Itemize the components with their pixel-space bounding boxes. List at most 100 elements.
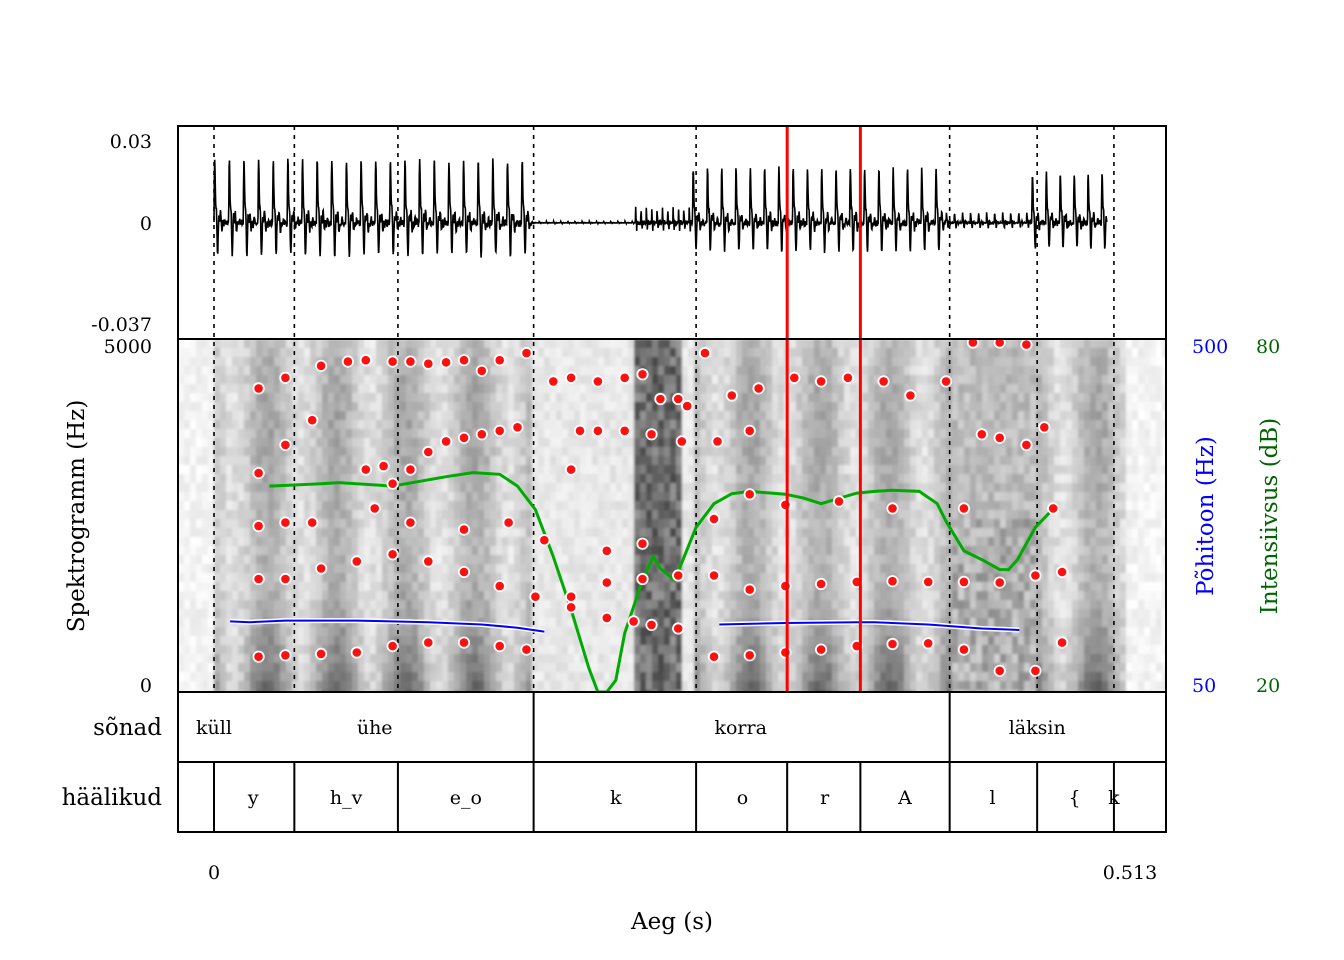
- formant-point: [1056, 565, 1069, 579]
- word-label[interactable]: läksin: [1009, 717, 1066, 739]
- intensity-ymax-label: 80: [1256, 336, 1280, 358]
- intensity-line: [269, 471, 1058, 692]
- formant-point: [547, 375, 560, 388]
- formant-point: [404, 355, 417, 368]
- formant-point: [788, 371, 801, 384]
- formant-point: [279, 438, 292, 451]
- phone-label[interactable]: y: [247, 787, 259, 809]
- formant-point: [457, 523, 471, 536]
- formant-point: [1020, 339, 1033, 351]
- spectrogram-image: [178, 339, 1166, 692]
- formant-point: [359, 354, 372, 367]
- formant-point: [645, 618, 658, 632]
- formant-point: [520, 346, 533, 360]
- formant-point: [306, 516, 319, 529]
- formant-point: [886, 575, 899, 588]
- formant-point: [814, 643, 828, 656]
- word-label[interactable]: küll: [196, 717, 232, 739]
- formant-point: [814, 375, 828, 388]
- formant-point: [493, 639, 506, 653]
- formant-point: [314, 359, 328, 372]
- formant-point: [966, 339, 979, 349]
- formant-point: [600, 544, 613, 557]
- tier-phones-frame: [177, 761, 1167, 833]
- formant-point: [636, 572, 649, 586]
- formant-point: [922, 637, 935, 650]
- formant-point: [779, 646, 792, 659]
- formant-point: [957, 575, 971, 589]
- formant-point: [422, 636, 435, 649]
- formant-point: [1029, 664, 1042, 677]
- formant-point: [743, 424, 756, 437]
- formant-point: [993, 664, 1006, 677]
- formant-point: [439, 435, 453, 448]
- formant-point: [814, 577, 828, 591]
- formant-point: [672, 392, 685, 406]
- phone-label[interactable]: l: [989, 787, 995, 809]
- pitch-line-0: [230, 619, 545, 633]
- formant-point: [707, 650, 721, 663]
- formant-point: [350, 646, 363, 659]
- formant-point: [377, 459, 390, 473]
- formant-point: [618, 371, 631, 384]
- formant-point: [252, 382, 265, 395]
- phone-label[interactable]: h_v: [330, 787, 363, 809]
- waveform-yzero-label: 0: [140, 213, 152, 235]
- spectrogram-ymax-label: 5000: [104, 336, 152, 358]
- formant-point: [341, 355, 354, 368]
- phone-label[interactable]: A: [897, 787, 912, 809]
- formant-point: [618, 424, 631, 437]
- spectrogram-ymin-label: 0: [140, 675, 152, 697]
- formant-point: [1029, 569, 1042, 582]
- phone-label[interactable]: k: [1108, 787, 1120, 809]
- formant-point: [675, 435, 688, 448]
- formant-point: [279, 516, 292, 529]
- formant-point: [654, 392, 667, 406]
- formant-point: [529, 590, 542, 603]
- intensity-ymin-label: 20: [1256, 675, 1280, 697]
- formant-point: [252, 650, 265, 663]
- formant-point: [564, 371, 578, 384]
- formant-point: [252, 519, 265, 533]
- formant-point: [457, 431, 471, 444]
- time-axis-label: Aeg (s): [630, 909, 713, 935]
- formant-point: [475, 428, 488, 441]
- formant-point: [975, 428, 988, 441]
- formant-point: [591, 375, 605, 388]
- formant-point: [841, 371, 855, 384]
- formant-point: [538, 534, 551, 547]
- pitch-ymax-label: 500: [1192, 336, 1228, 358]
- formant-point: [1020, 438, 1033, 451]
- formant-point: [368, 502, 381, 515]
- phone-label[interactable]: k: [610, 787, 622, 809]
- phone-label[interactable]: {: [1069, 787, 1081, 809]
- spectrogram-ylabel: Spektrogramm (Hz): [64, 400, 90, 633]
- formant-point: [832, 495, 846, 508]
- phone-label[interactable]: o: [737, 787, 748, 809]
- formant-point: [279, 371, 292, 384]
- formant-point: [939, 375, 953, 388]
- word-label[interactable]: ühe: [357, 717, 393, 739]
- formant-point: [1056, 636, 1069, 649]
- formant-point: [404, 516, 417, 529]
- formant-point: [600, 576, 613, 589]
- formant-point: [752, 382, 765, 395]
- formant-point: [314, 562, 328, 575]
- time-tick-start: 0: [208, 862, 220, 884]
- formant-point: [457, 636, 471, 649]
- phone-label[interactable]: r: [820, 787, 830, 809]
- waveform-line: [213, 158, 1108, 258]
- formant-point: [707, 569, 721, 582]
- word-label[interactable]: korra: [714, 717, 766, 739]
- formant-point: [359, 463, 372, 476]
- formant-point: [564, 463, 578, 476]
- phone-label[interactable]: e_o: [450, 787, 482, 809]
- formant-point: [279, 572, 292, 586]
- formant-point: [386, 477, 399, 490]
- tier-name-words: sõnad: [93, 715, 162, 741]
- formant-point: [493, 424, 506, 437]
- formant-point: [672, 622, 685, 635]
- formant-point: [904, 389, 917, 402]
- formant-point: [564, 601, 578, 614]
